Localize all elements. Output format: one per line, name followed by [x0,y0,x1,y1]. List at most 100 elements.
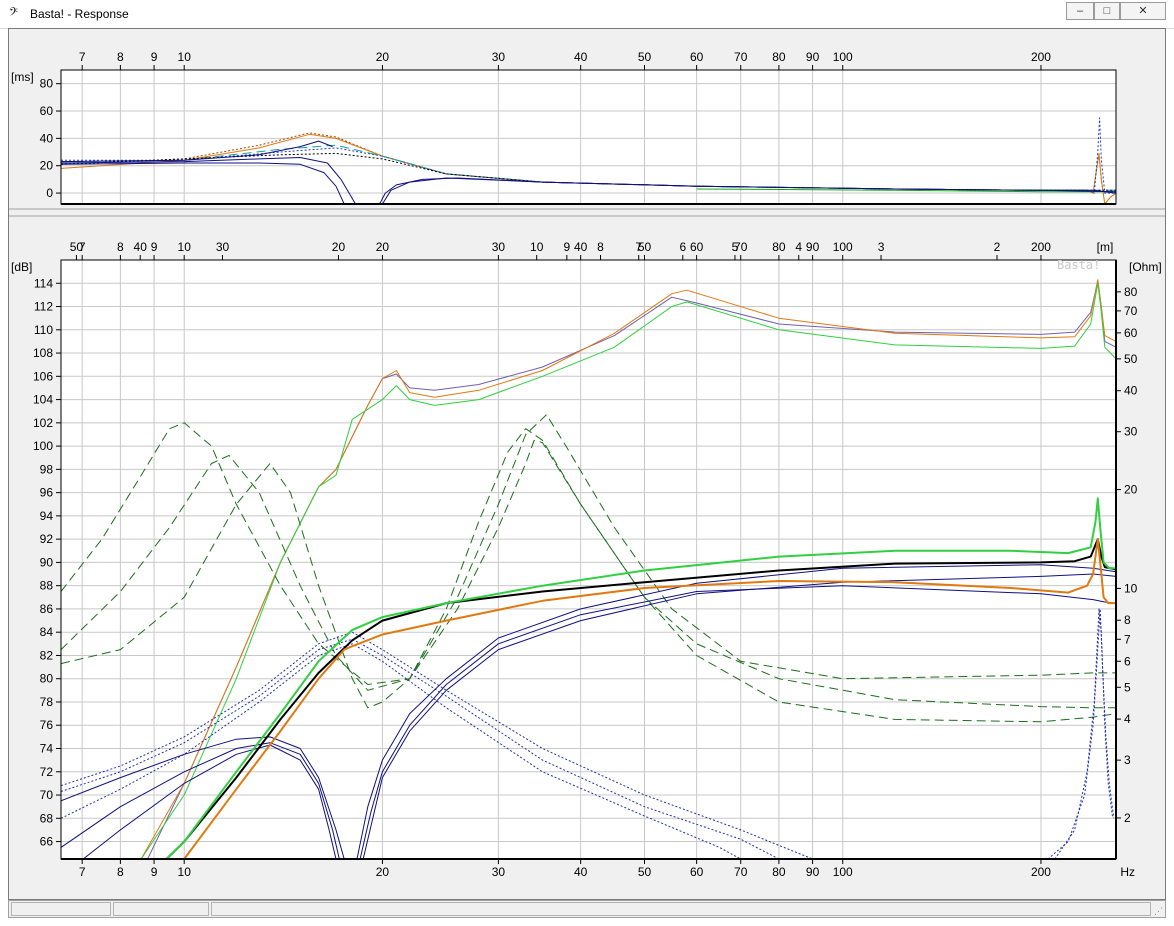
ohm-tick-label: 2 [1124,811,1131,825]
y-tick-label: 60 [40,104,54,118]
y-tick-label: 112 [34,300,53,314]
series-line-17 [362,573,1116,859]
y-tick-label: 92 [40,532,54,546]
y-tick-label: 108 [33,346,53,360]
ohm-tick-label: 6 [1124,654,1131,668]
x-tick-label-top: 9 [151,240,158,254]
y-tick-label: 80 [40,77,54,91]
series-line-8 [61,638,780,859]
y-tick-label: 114 [34,276,53,290]
resize-grip-icon[interactable]: ⋰ [1154,906,1163,916]
series-line-7 [61,157,356,204]
x-tick-label-bottom: 80 [772,865,786,879]
y-tick-label: 96 [40,486,54,500]
y-axis-label: [dB] [11,260,32,274]
ohm-tick-label: 7 [1124,632,1131,646]
x-tick-label-top: 80 [772,50,786,64]
x-tick-label-top: 8 [117,240,124,254]
x-tick-label-top: 80 [772,240,786,254]
m-axis-label: [m] [1097,240,1114,254]
y-tick-label: 80 [40,672,54,686]
x-tick-label-top: 40 [574,50,588,64]
ohm-tick-label: 8 [1124,613,1131,627]
series-group [61,279,1116,859]
m-tick-label: 8 [597,240,604,254]
y-tick-label: 106 [33,369,53,383]
status-panel-1 [11,902,111,916]
x-tick-label-top: 9 [151,50,158,64]
x-tick-label-top: 20 [376,50,390,64]
ohm-tick-label: 30 [1124,425,1138,439]
x-tick-label-top: 60 [690,50,704,64]
y-tick-label: 98 [40,462,54,476]
x-tick-label-top: 70 [734,240,748,254]
x-tick-label-top: 40 [574,240,588,254]
series-line-6 [61,414,1116,709]
series-line-6 [696,188,1116,193]
m-tick-label: 7 [635,240,642,254]
close-icon: ✕ [1138,5,1148,17]
basta-watermark: Basta! [1057,258,1100,272]
series-line-11 [381,177,1116,204]
ohm-tick-label: 60 [1124,326,1138,340]
x-tick-label-bottom: 200 [1031,865,1051,879]
response-view: 7 8 9 10 20 30 40 50 60 70 80 90 100 200 0 20 40 60 80 [ms]… [8,28,1166,900]
plot-area [61,70,1116,204]
series-line-4 [61,422,1116,709]
y-tick-label: 104 [33,393,53,407]
group-delay-chart[interactable]: 7 8 9 10 20 30 40 50 60 70 80 90 100 200 0 20 40 60 80 [ms] [11,50,1117,205]
m-tick-label: 4 [795,240,802,254]
x-tick-label-top: 50 [638,240,652,254]
x-tick-label-top: 30 [492,240,506,254]
ohm-axis-label: [Ohm] [1129,260,1162,274]
y-tick-label: 86 [40,602,54,616]
minimize-icon: – [1076,5,1084,17]
series-line-11 [1054,608,1114,859]
y-tick-label: 66 [40,835,54,849]
status-panel-2 [113,902,209,916]
y-tick-label: 88 [40,579,54,593]
ohm-tick-label: 20 [1124,483,1138,497]
ohm-tick-label: 3 [1124,753,1131,767]
y-tick-label: 76 [40,718,54,732]
m-tick-label: 30 [216,240,230,254]
close-button[interactable]: ✕ [1120,2,1166,20]
frequency-response-chart[interactable]: 7788991010202030304040505060607070808090… [11,240,1162,879]
y-tick-label: 90 [40,555,54,569]
minimize-button[interactable]: – [1066,2,1094,20]
series-line-5 [61,439,1116,723]
m-tick-label: 40 [134,240,148,254]
y-tick-label: 100 [33,439,53,453]
ohm-tick-label: 80 [1124,285,1138,299]
x-tick-label-top: 50 [638,50,652,64]
x-tick-label-bottom: 10 [178,865,192,879]
series-line-3 [140,282,1116,859]
pane-splitter[interactable] [9,209,1165,216]
y-tick-label: 74 [40,742,54,756]
x-axis-label: Hz [1120,865,1135,879]
y-tick-label: 0 [46,186,53,200]
y-tick-label: 40 [40,131,54,145]
x-tick-label-bottom: 70 [734,865,748,879]
x-tick-label-bottom: 40 [574,865,588,879]
bass-clef-icon: 𝄢 [9,6,19,22]
m-tick-label: 2 [994,240,1001,254]
x-tick-label-bottom: 7 [79,865,86,879]
series-line-9 [61,140,333,163]
y-tick-label: 72 [40,765,54,779]
x-tick-label-top: 200 [1031,240,1051,254]
x-tick-label-bottom: 90 [806,865,820,879]
maximize-button[interactable]: □ [1094,2,1120,20]
x-tick-label-top: 20 [376,240,390,254]
x-tick-label-top: 100 [833,50,853,64]
ohm-tick-label: 5 [1124,680,1131,694]
x-tick-label-top: 8 [117,50,124,64]
title-bar[interactable]: 𝄢 Basta! - Response – □ ✕ [0,0,1174,29]
status-bar: ⋰ [8,900,1166,918]
y-tick-label: 82 [40,648,54,662]
x-tick-label-top: 10 [178,50,192,64]
y-axis-label: [ms] [11,70,34,84]
response-graphs: 7 8 9 10 20 30 40 50 60 70 80 90 100 200 0 20 40 60 80 [ms]… [9,50,1165,879]
series-line-19 [183,538,1116,859]
y-tick-label: 70 [40,788,54,802]
